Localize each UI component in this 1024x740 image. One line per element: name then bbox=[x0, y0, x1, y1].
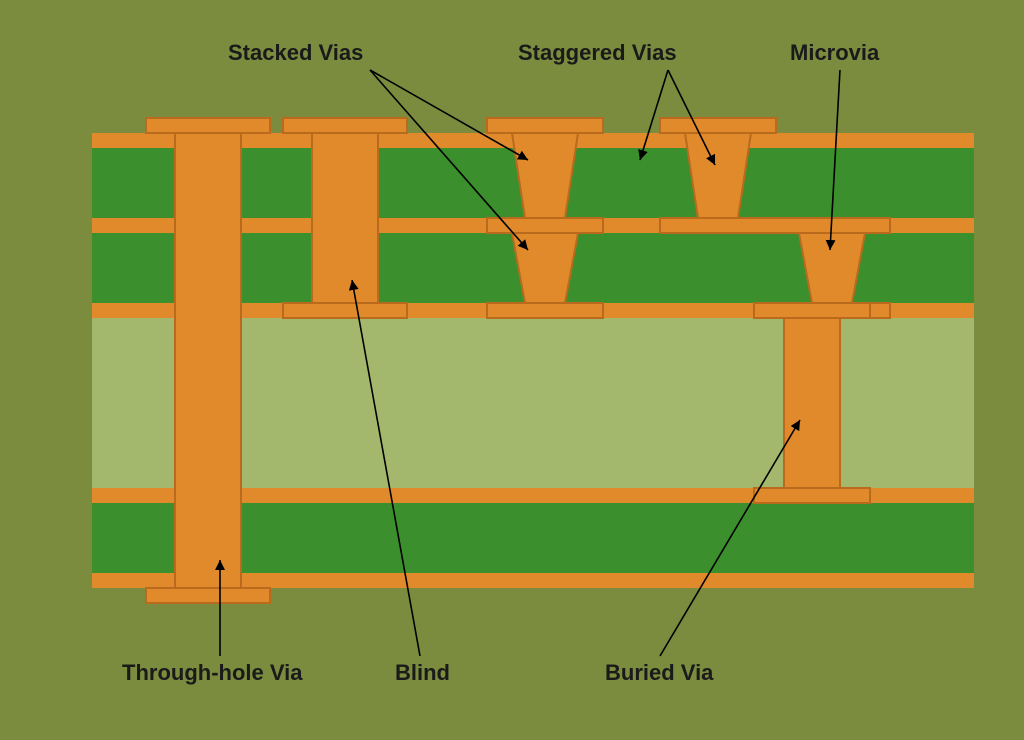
pcb-via-diagram: Stacked Vias Staggered Vias Microvia Thr… bbox=[0, 0, 1024, 740]
label-microvia: Microvia bbox=[790, 40, 880, 65]
label-through-hole: Through-hole Via bbox=[122, 660, 303, 685]
label-blind: Blind bbox=[395, 660, 450, 685]
label-stacked-vias: Stacked Vias bbox=[228, 40, 363, 65]
label-staggered-vias: Staggered Vias bbox=[518, 40, 677, 65]
label-buried: Buried Via bbox=[605, 660, 714, 685]
